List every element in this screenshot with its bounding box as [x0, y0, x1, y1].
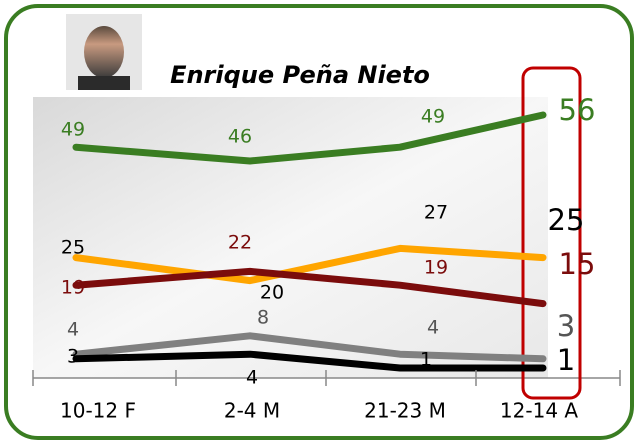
data-label: 20: [260, 282, 284, 304]
series-line: [72, 332, 547, 363]
series-line: [72, 267, 547, 308]
data-label: 1: [557, 343, 575, 377]
data-label: 49: [61, 119, 85, 141]
photo-face: [84, 26, 124, 78]
plot-area: [33, 97, 548, 378]
x-tick-label: 2-4 M: [224, 399, 280, 423]
data-label: 25: [61, 237, 85, 259]
series-line: [72, 111, 547, 165]
data-label: 8: [257, 307, 269, 329]
photo-suit: [78, 76, 130, 90]
data-label: 49: [421, 106, 445, 128]
data-label: 56: [559, 93, 596, 127]
data-label: 27: [424, 202, 448, 224]
data-label: 3: [557, 309, 575, 343]
data-label: 19: [424, 257, 448, 279]
highlight-box: [521, 66, 582, 400]
series-line: [72, 350, 547, 372]
data-label: 25: [548, 203, 585, 237]
chart-title: Enrique Peña Nieto: [170, 61, 430, 89]
data-label: 19: [61, 277, 85, 299]
data-label: 4: [246, 367, 258, 389]
x-tick-label: 21-23 M: [364, 399, 446, 423]
x-tick-label: 10-12 F: [60, 399, 136, 423]
x-tick-label: 12-14 A: [500, 399, 578, 423]
series-line: [72, 244, 547, 285]
series-layer: 10-12 F 2-4 M 21-23 M 12-14 A 49 46 49 56 25 20 27…: [60, 93, 595, 423]
data-label: 1: [420, 349, 432, 371]
data-label: 46: [228, 126, 252, 148]
data-label: 4: [67, 319, 79, 341]
data-label: 3: [67, 346, 79, 368]
data-label: 15: [559, 247, 596, 281]
data-label: 4: [427, 317, 439, 339]
data-label: 22: [228, 232, 252, 254]
